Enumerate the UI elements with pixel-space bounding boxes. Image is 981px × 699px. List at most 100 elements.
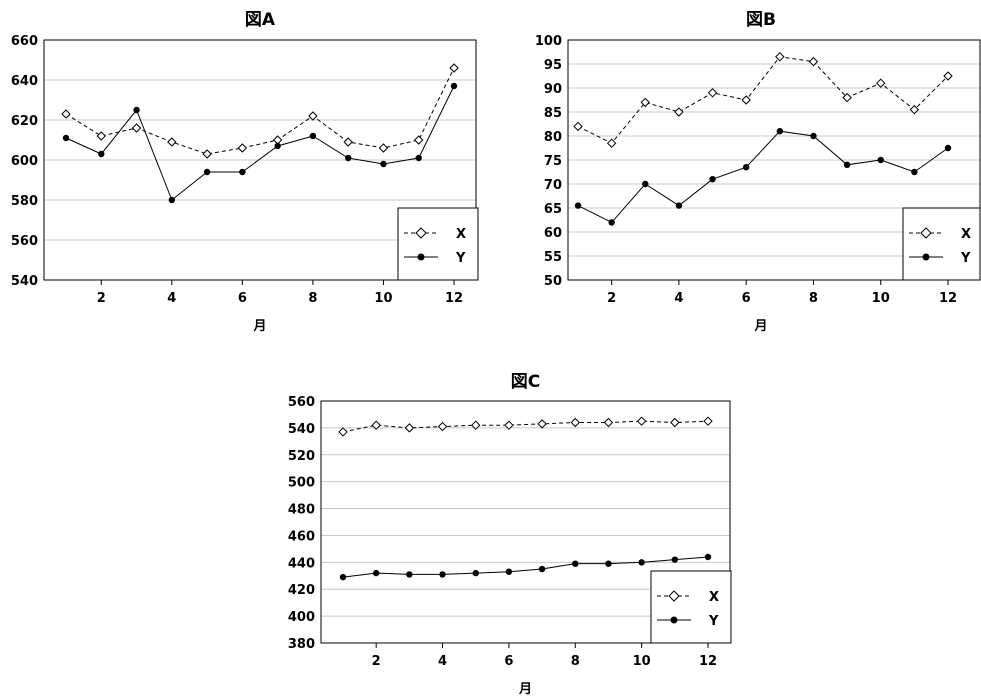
- x-tick-label: 12: [445, 291, 463, 306]
- x-tick-label: 10: [633, 654, 651, 669]
- data-point-y: [472, 569, 479, 577]
- data-point-y: [574, 202, 582, 209]
- data-point-x: [96, 131, 106, 141]
- data-point-x: [573, 121, 583, 132]
- data-point-x: [404, 423, 415, 433]
- data-point-x: [378, 143, 389, 153]
- data-point-y: [675, 202, 683, 209]
- series-line-x: [577, 56, 949, 144]
- legend-marker-x: [668, 590, 680, 602]
- x-tick-label: 12: [699, 654, 717, 669]
- y-tick-label: 560: [288, 395, 315, 410]
- x-tick-label: 12: [939, 291, 957, 306]
- data-point-y: [339, 573, 347, 581]
- y-tick-label: 380: [288, 637, 315, 652]
- x-tick-label: 6: [504, 654, 513, 669]
- data-point-x: [504, 420, 514, 430]
- chart-title: 図B: [746, 10, 776, 30]
- legend-label-y: Y: [960, 251, 971, 266]
- legend-marker-y: [922, 253, 930, 261]
- data-point-x: [61, 109, 71, 119]
- data-point-y: [810, 132, 817, 140]
- legend-label-x: X: [709, 590, 719, 605]
- data-point-x: [308, 111, 318, 121]
- data-point-y: [742, 164, 750, 171]
- data-point-y: [406, 571, 413, 578]
- data-point-x: [943, 71, 953, 81]
- y-tick-label: 55: [544, 250, 562, 265]
- data-point-x: [537, 419, 547, 429]
- legend-box: [902, 207, 981, 281]
- data-point-y: [671, 556, 679, 563]
- data-point-x: [237, 143, 248, 153]
- data-point-y: [638, 559, 645, 566]
- data-point-y: [843, 161, 851, 168]
- x-tick-label: 2: [607, 291, 616, 306]
- data-point-x: [371, 420, 381, 430]
- y-tick-label: 460: [288, 529, 315, 544]
- y-tick-label: 640: [11, 74, 38, 89]
- y-tick-label: 540: [288, 422, 315, 437]
- y-tick-label: 100: [535, 34, 562, 49]
- legend-label-x: X: [961, 227, 971, 242]
- data-point-y: [239, 168, 246, 176]
- y-tick-label: 420: [288, 583, 315, 598]
- legend-box: [397, 207, 479, 281]
- y-tick-label: 660: [11, 34, 38, 49]
- data-point-y: [203, 168, 211, 176]
- data-point-y: [439, 571, 446, 578]
- data-point-x: [640, 97, 650, 108]
- data-point-y: [605, 560, 612, 567]
- x-tick-label: 2: [97, 291, 106, 306]
- data-point-x: [808, 56, 819, 67]
- data-point-x: [606, 138, 617, 148]
- series-line-y: [577, 130, 949, 224]
- series-line-y: [65, 85, 455, 201]
- data-point-y: [274, 142, 281, 150]
- data-point-y: [62, 134, 70, 142]
- legend-marker-x: [415, 227, 427, 239]
- data-point-x: [437, 421, 448, 432]
- data-point-x: [707, 88, 718, 98]
- data-point-y: [642, 180, 649, 188]
- x-tick-label: 10: [872, 291, 890, 306]
- x-tick-label: 8: [308, 291, 317, 306]
- data-point-y: [344, 154, 352, 162]
- data-point-y: [380, 160, 387, 168]
- data-point-x: [202, 149, 212, 159]
- data-point-y: [572, 560, 579, 567]
- data-point-y: [415, 154, 422, 162]
- x-tick-label: 4: [674, 291, 683, 306]
- data-point-y: [168, 196, 176, 204]
- x-axis-label: 月: [753, 319, 767, 334]
- data-point-y: [450, 82, 458, 90]
- y-tick-label: 80: [544, 130, 562, 145]
- y-tick-label: 480: [288, 503, 315, 518]
- data-point-y: [608, 219, 615, 226]
- y-tick-label: 95: [544, 58, 562, 73]
- x-tick-label: 10: [374, 291, 392, 306]
- plot-frame: [320, 400, 731, 644]
- x-tick-label: 6: [238, 291, 247, 306]
- x-tick-label: 2: [372, 654, 381, 669]
- legend-marker-x: [920, 227, 932, 239]
- plot-frame: [43, 39, 477, 281]
- legend: XY: [397, 207, 479, 281]
- y-tick-label: 90: [544, 82, 562, 97]
- data-point-x: [338, 427, 348, 437]
- y-tick-label: 620: [11, 114, 38, 129]
- x-axis-label: 月: [518, 682, 532, 697]
- data-point-x: [674, 107, 684, 117]
- y-tick-label: 60: [544, 226, 562, 241]
- legend-label-y: Y: [708, 614, 719, 629]
- x-tick-label: 8: [809, 291, 818, 306]
- series-line-y: [342, 556, 709, 578]
- chart-2: 図B 50 55 60 65 70 75 80 85 90 95 100 2 4 6 8 10 12 月 XY: [535, 10, 981, 334]
- x-axis-label: 月: [252, 319, 266, 334]
- data-point-x: [876, 78, 886, 88]
- data-point-x: [741, 95, 751, 105]
- data-point-x: [449, 63, 459, 73]
- data-point-x: [909, 104, 920, 115]
- data-point-x: [703, 416, 713, 426]
- data-point-x: [670, 417, 680, 428]
